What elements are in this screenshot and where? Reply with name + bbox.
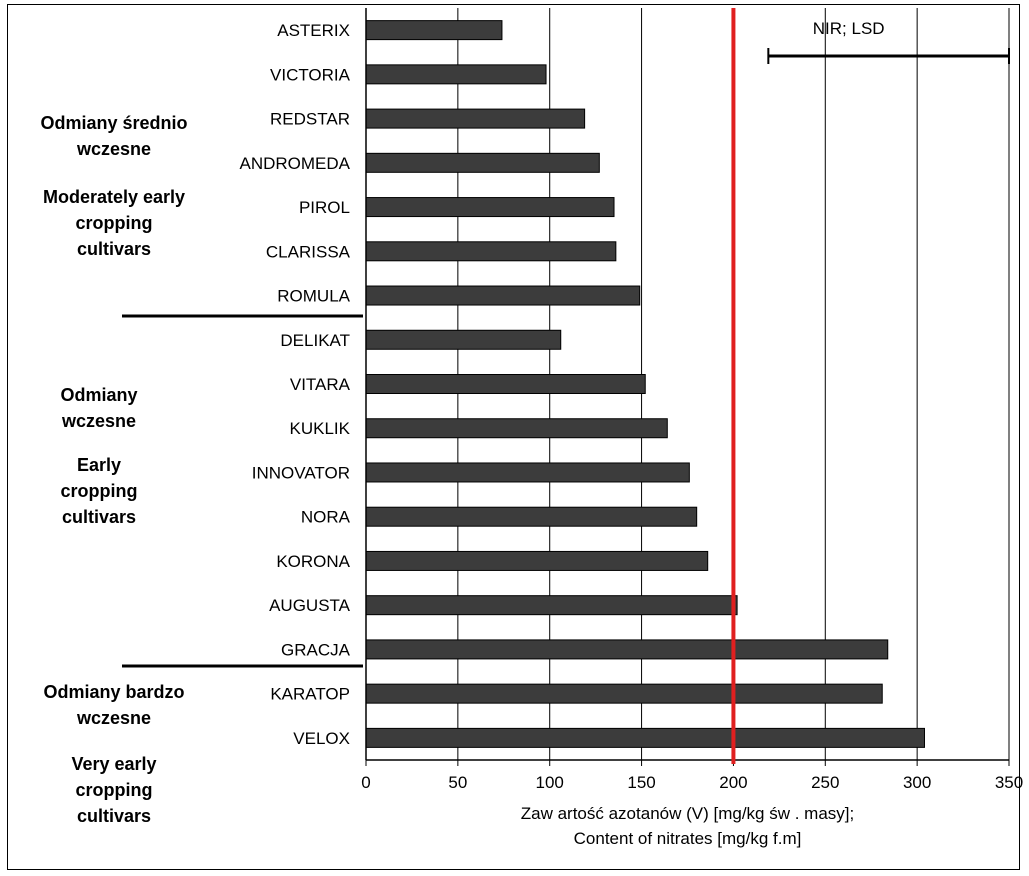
group-label-line: cropping [75,213,153,233]
bar [365,727,925,748]
group-label-spacer [14,434,184,452]
category-label: REDSTAR [270,110,350,129]
group-label-spacer [4,731,224,751]
bar [365,64,547,85]
category-label: PIROL [299,198,350,217]
group-label-very-early: Odmiany bardzo wczesne Very early croppi… [4,679,224,829]
group-label-line: cropping [60,481,138,501]
category-label: KUKLIK [290,419,351,438]
category-label: CLARISSA [266,242,351,261]
x-tick-label: 150 [627,773,655,792]
group-label-moderately-early: Odmiany średnio wczesne Moderately early… [14,110,214,262]
group-label-line: cultivars [76,806,152,826]
x-tick-label: 100 [536,773,564,792]
x-tick-label: 250 [811,773,839,792]
bar [365,197,615,218]
x-tick-label: 350 [995,773,1023,792]
category-label: VICTORIA [270,65,351,84]
x-tick-label: 300 [903,773,931,792]
category-label: KORONA [276,552,350,571]
lsd-error-bar: NIR; LSD [767,19,1010,64]
bar [365,683,883,704]
x-axis: 0 50 100 150 200 250 300 350 [361,8,1023,792]
group-label-line: wczesne [76,708,152,728]
bar [365,108,586,129]
bar [365,374,646,394]
category-label: ANDROMEDA [239,154,350,173]
category-label: INNOVATOR [252,463,350,482]
group-label-line: Very early [71,754,157,774]
category-label: NORA [301,508,351,527]
group-label-line: cropping [75,780,153,800]
bar [365,241,617,262]
x-tick-label: 50 [448,773,467,792]
bar [365,506,698,527]
x-tick-label: 0 [361,773,370,792]
bar [365,20,503,41]
group-label-line: Odmiany bardzo [43,682,185,702]
group-label-line: Odmiany [60,385,138,405]
category-label: ASTERIX [277,21,350,40]
category-labels: ASTERIX VICTORIA REDSTAR ANDROMEDA PIROL CLAR… [239,21,350,748]
group-label-line: Early [76,455,122,475]
group-label-spacer [14,162,214,184]
bar [365,152,600,173]
group-label-line: wczesne [76,139,152,159]
bars [365,20,925,748]
x-axis-label-line-1: Zaw artość azotanów (V) [mg/kg św . masy… [520,804,855,823]
chart-frame [7,4,1020,870]
bar [365,418,668,439]
group-label-early: Odmiany wczesne Early cropping cultivars [14,382,184,530]
category-label: VITARA [290,375,351,394]
category-label: GRACJA [281,640,351,659]
group-separators [122,314,363,668]
category-label: ROMULA [277,287,350,306]
group-label-line: wczesne [61,411,137,431]
category-label: AUGUSTA [269,596,351,615]
category-label: KARATOP [270,685,350,704]
bar [365,639,889,660]
x-tick-label: 200 [719,773,747,792]
x-axis-label-line-2: Content of nitrates [mg/kg f.m] [573,829,802,848]
group-label-line: Odmiany średnio [40,113,188,133]
bar [365,550,709,571]
bar [365,329,562,350]
lsd-label: NIR; LSD [813,19,885,38]
category-label: DELIKAT [280,331,350,350]
group-label-line: Moderately early [42,187,186,207]
category-label: VELOX [293,729,350,748]
bar [365,285,641,306]
bar [365,595,738,616]
group-label-line: cultivars [61,507,137,527]
group-label-line: cultivars [76,239,152,259]
bar [365,462,690,483]
